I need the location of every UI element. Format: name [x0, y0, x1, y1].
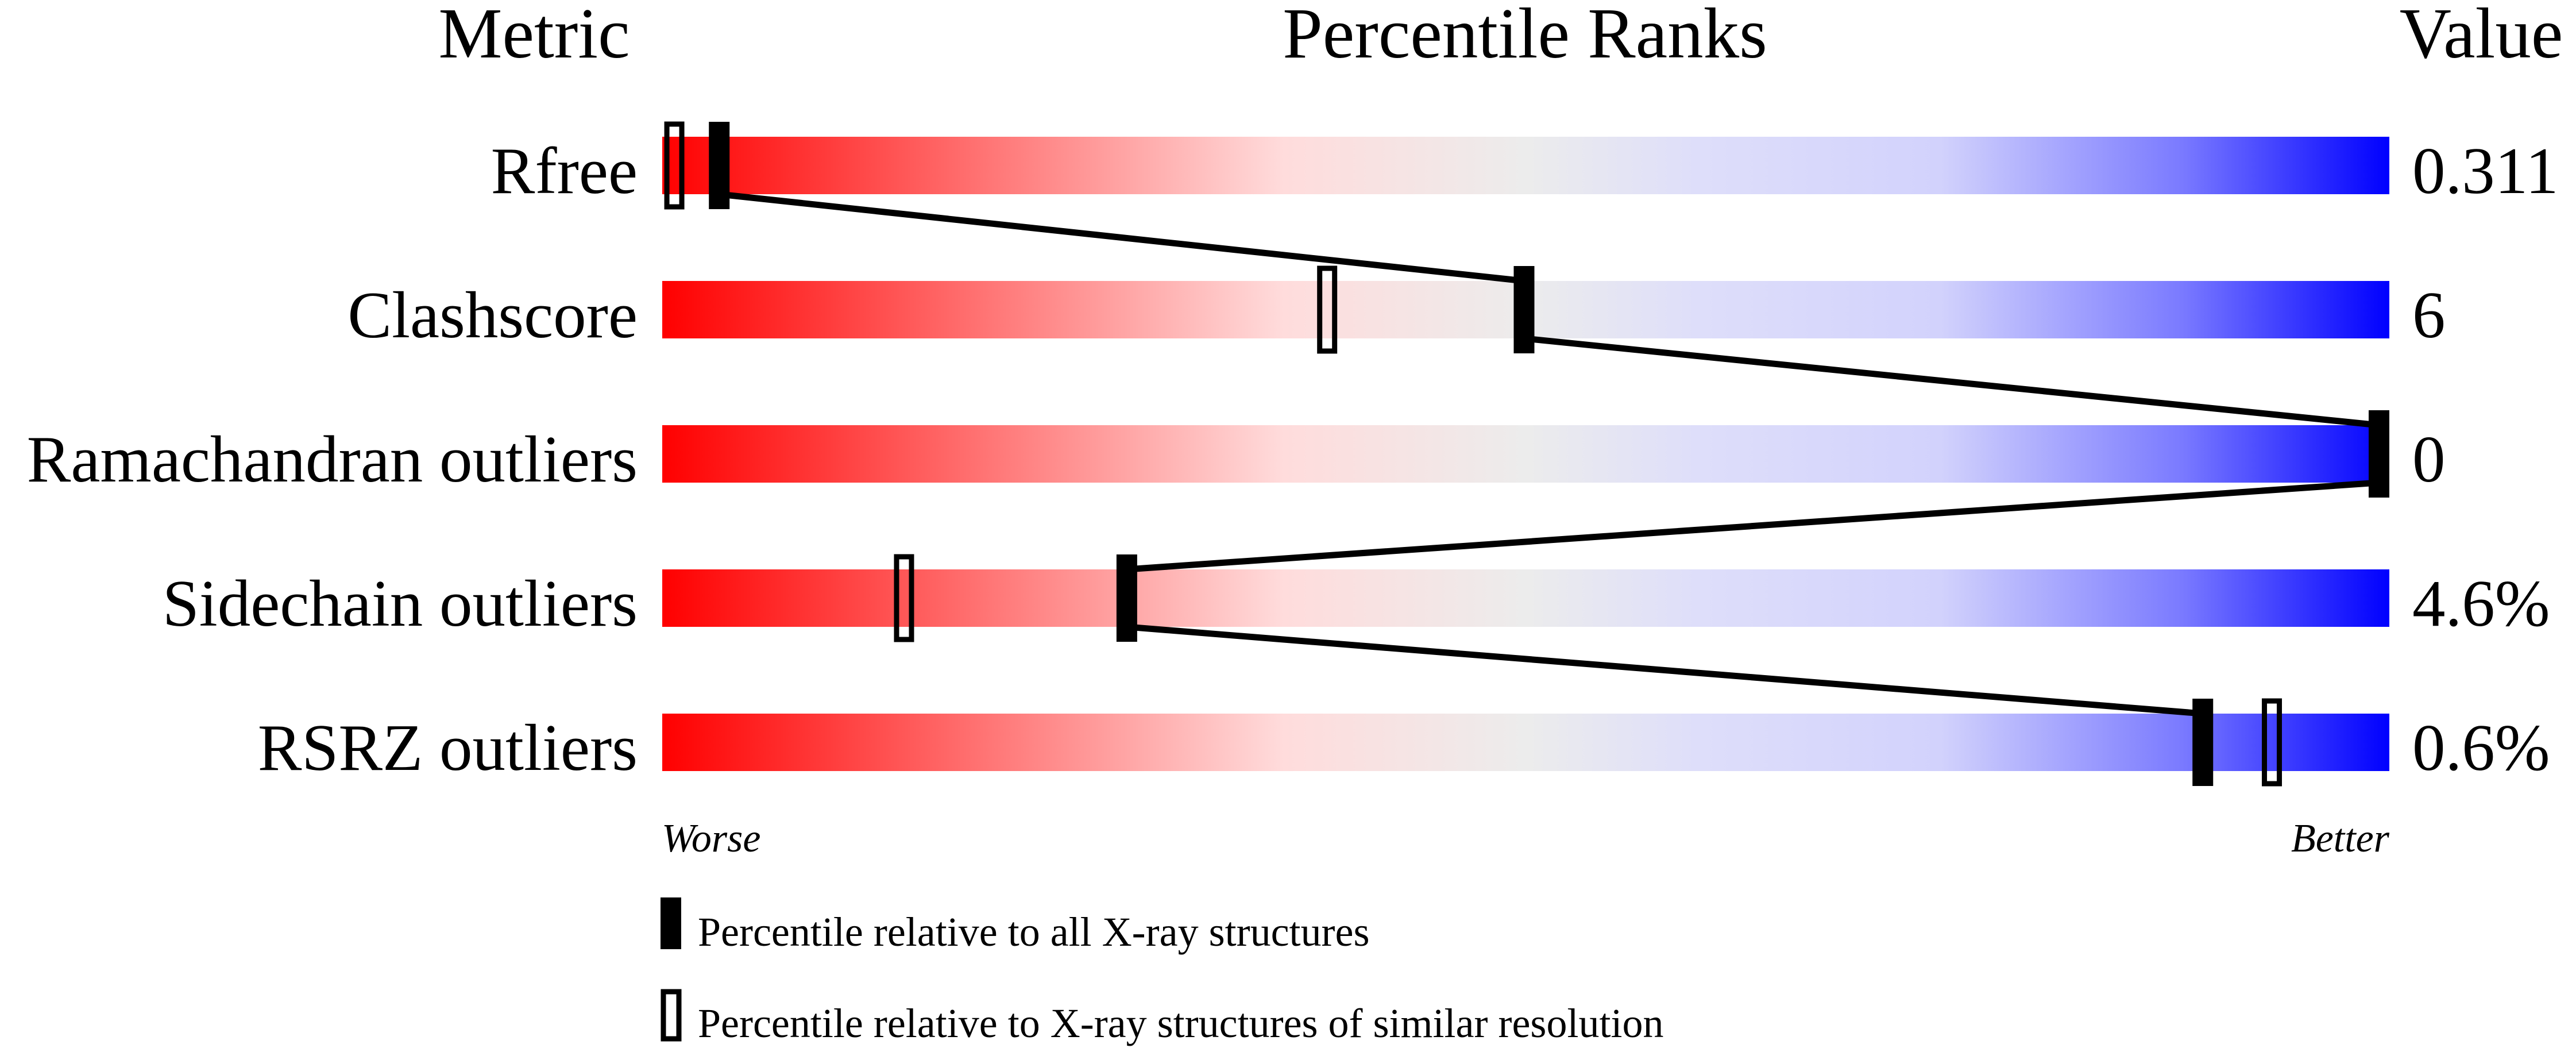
- marker-similar-resolution: [2262, 698, 2283, 787]
- marker-all-structures: [2369, 410, 2389, 498]
- percentile-bar: [662, 569, 2389, 627]
- connector-line: [1126, 479, 2380, 573]
- percentile-bar: [662, 714, 2389, 771]
- marker-all-structures: [709, 122, 730, 209]
- connector-lines: [719, 191, 2380, 717]
- metric-value: 0: [2412, 423, 2446, 496]
- metric-value: 4.6%: [2412, 567, 2550, 640]
- markers: [664, 121, 2389, 787]
- header-metric: Metric: [438, 0, 629, 74]
- metric-value: 0.6%: [2412, 711, 2550, 784]
- axis-label-better: Better: [2291, 816, 2390, 861]
- header-value: Value: [2400, 0, 2563, 74]
- marker-all-structures: [2192, 699, 2214, 786]
- legend-filled-marker-icon: [661, 897, 681, 949]
- metric-value: 0.311: [2412, 134, 2558, 207]
- rows: Rfree 0.311 Clashscore 6 Ramachandran outlie…: [27, 134, 2559, 784]
- percentile-bar: [662, 137, 2389, 194]
- metric-label: RSRZ outliers: [258, 711, 638, 784]
- marker-similar-resolution: [664, 121, 685, 210]
- marker-similar-resolution: [1317, 265, 1338, 354]
- metric-label: Sidechain outliers: [163, 567, 638, 640]
- connector-line: [1126, 623, 2203, 717]
- legend-label-all: Percentile relative to all X-ray structu…: [698, 909, 1370, 955]
- connector-line: [1523, 335, 2380, 429]
- axis-label-worse: Worse: [662, 816, 760, 861]
- percentile-bar: [662, 425, 2389, 483]
- metric-label: Clashscore: [347, 279, 638, 352]
- metric-value: 6: [2412, 279, 2446, 352]
- marker-all-structures: [1513, 266, 1535, 353]
- legend-open-marker-icon: [661, 989, 682, 1042]
- marker-similar-resolution: [894, 554, 914, 642]
- legend-label-similar: Percentile relative to X-ray structures …: [698, 1000, 1663, 1046]
- marker-all-structures: [1116, 554, 1137, 642]
- metric-label: Rfree: [491, 134, 638, 207]
- metric-label: Ramachandran outliers: [27, 423, 638, 496]
- connector-line: [719, 191, 1525, 284]
- header-percentile-ranks: Percentile Ranks: [1283, 0, 1767, 74]
